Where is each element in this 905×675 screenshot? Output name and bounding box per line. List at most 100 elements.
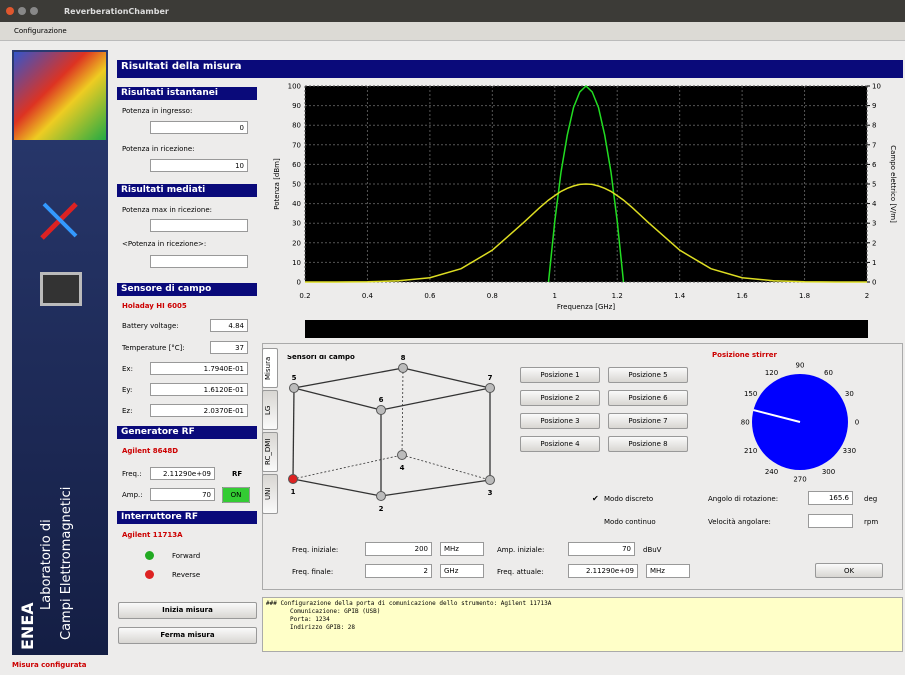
field[interactable] — [150, 255, 248, 268]
y-tick-label: 90 — [292, 102, 301, 110]
stirrer-dial: 0 30 60 90 120 150 180 210 240 270 300 330 — [740, 362, 859, 484]
logo-image — [14, 52, 106, 140]
panel-header: Generatore RF — [117, 426, 257, 439]
field[interactable]: 2.0370E-01 — [150, 404, 248, 417]
sensor-node — [397, 450, 407, 460]
y-tick-label: 0 — [297, 279, 301, 287]
node-label: 4 — [400, 464, 405, 472]
label: Freq. finale: — [292, 568, 334, 576]
cube-edge — [292, 478, 382, 497]
close-button[interactable] — [6, 7, 14, 15]
field[interactable]: 200 — [365, 542, 432, 556]
position-button[interactable]: Posizione 8 — [608, 436, 688, 452]
sensor-node — [288, 474, 298, 484]
cube-edge — [401, 367, 404, 456]
x-tick-label: 0.6 — [424, 292, 436, 300]
field[interactable]: 70 — [568, 542, 635, 556]
label: Amp.: — [122, 491, 143, 499]
cube-edge — [402, 367, 491, 389]
ok-button[interactable]: OK — [815, 563, 883, 578]
field[interactable]: 165.6 — [808, 491, 853, 505]
minimize-button[interactable] — [18, 7, 26, 15]
unit-select[interactable]: GHz — [440, 564, 484, 578]
dial-tick-label: 150 — [744, 390, 757, 398]
y-tick-label: 70 — [292, 141, 301, 149]
x-tick-label: 0.2 — [299, 292, 310, 300]
dial-tick-label: 180 — [740, 419, 750, 427]
dial-tick-label: 210 — [744, 447, 757, 455]
panel-header: Risultati istantanei — [117, 87, 257, 100]
field[interactable]: 37 — [210, 341, 248, 354]
unit-select[interactable]: MHz — [440, 542, 484, 556]
legend-box — [305, 320, 868, 338]
cube-edge — [380, 387, 491, 411]
maximize-button[interactable] — [30, 7, 38, 15]
position-button[interactable]: Posizione 4 — [520, 436, 600, 452]
monitor-icon[interactable] — [40, 272, 82, 306]
panel-header: Interruttore RF — [117, 511, 257, 524]
label: Reverse — [172, 571, 201, 579]
node-label: 2 — [379, 505, 384, 513]
sensor-cube: 1 2 3 4 5 6 7 8 Sensori di campo — [287, 355, 495, 513]
tab[interactable]: RC_DMI — [262, 432, 278, 472]
tab[interactable]: Misura — [262, 348, 278, 388]
position-button[interactable]: Posizione 2 — [520, 390, 600, 406]
field[interactable]: 2 — [365, 564, 432, 578]
field[interactable]: 1.7940E-01 — [150, 362, 248, 375]
field[interactable] — [808, 514, 853, 528]
y-tick-label: 40 — [292, 200, 301, 208]
position-button[interactable]: Posizione 3 — [520, 413, 600, 429]
label: <Potenza in ricezione>: — [122, 240, 207, 248]
field[interactable]: 70 — [150, 488, 215, 501]
x-tick-label: 0.8 — [487, 292, 498, 300]
stop-button[interactable]: Ferma misura — [118, 627, 257, 644]
x-tick-label: 1.6 — [737, 292, 749, 300]
y2-tick-label: 1 — [872, 259, 876, 267]
field[interactable]: 2.11290e+09 — [568, 564, 638, 578]
y2-axis-label: Campo elettrico [V/m] — [889, 145, 897, 223]
rf-on-button[interactable]: ON — [222, 487, 250, 503]
x-tick-label: 2 — [865, 292, 869, 300]
label: Ex: — [122, 365, 133, 373]
field[interactable]: 4.84 — [210, 319, 248, 332]
sensor-node — [376, 491, 386, 501]
label: Freq. iniziale: — [292, 546, 339, 554]
field[interactable]: 2.11290e+09 — [150, 467, 215, 480]
position-button[interactable]: Posizione 1 — [520, 367, 600, 383]
y-tick-label: 60 — [292, 161, 301, 169]
dial-tick-label: 60 — [824, 369, 833, 377]
dial-tick-label: 270 — [793, 476, 806, 484]
unit-select[interactable]: MHz — [646, 564, 690, 578]
log-panel — [262, 597, 903, 652]
label: Freq.: — [122, 470, 142, 478]
tab[interactable]: LG — [262, 390, 278, 430]
dial-tick-label: 300 — [822, 468, 835, 476]
label: Potenza in ingresso: — [122, 107, 193, 115]
y2-tick-label: 9 — [872, 102, 876, 110]
y2-tick-label: 8 — [872, 122, 876, 130]
panel-header: Sensore di campo — [117, 283, 257, 296]
status-bar: Misura configurata — [12, 661, 87, 669]
y2-tick-label: 3 — [872, 220, 876, 228]
field[interactable] — [150, 219, 248, 232]
field[interactable]: 10 — [150, 159, 248, 172]
position-button[interactable]: Posizione 5 — [608, 367, 688, 383]
field[interactable]: 1.6120E-01 — [150, 383, 248, 396]
position-button[interactable]: Posizione 7 — [608, 413, 688, 429]
field[interactable]: 0 — [150, 121, 248, 134]
panel-header: Risultati mediati — [117, 184, 257, 197]
y2-tick-label: 5 — [872, 181, 876, 189]
cube-edge — [401, 454, 491, 481]
tab[interactable]: UNI — [262, 474, 278, 514]
tools-icon[interactable] — [36, 196, 84, 244]
y2-tick-label: 10 — [872, 83, 881, 91]
position-button[interactable]: Posizione 6 — [608, 390, 688, 406]
instrument-model: Agilent 8648D — [122, 447, 179, 455]
start-button[interactable]: Inizia misura — [118, 602, 257, 619]
x-axis-label: Frequenza [GHz] — [557, 303, 615, 311]
checkbox: ✔ — [592, 494, 599, 503]
log-line: Porta: 1234 — [290, 616, 330, 623]
titlebar — [0, 0, 905, 22]
enea-logo: ENEA — [18, 602, 37, 650]
stirrer-needle — [753, 409, 801, 423]
